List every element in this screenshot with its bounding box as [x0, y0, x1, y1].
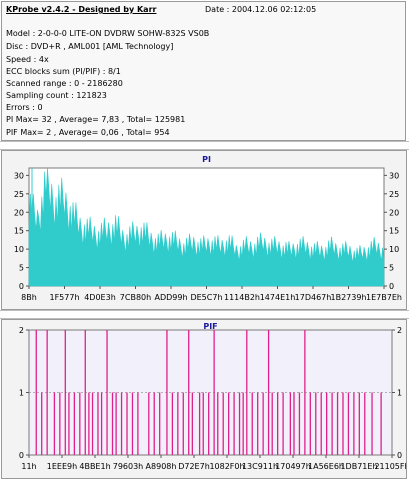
pi-ytick-label-left: 5 — [19, 264, 24, 273]
pif-chart-panel: PIF 0 0 1 1 2 2 11h 1EEE9h 4BBE1h 79603h A8908h D72E… — [1, 319, 409, 479]
pi-xtick-label: 1B2739h — [330, 293, 366, 302]
pif-xtick-label: 1EEE9h — [47, 462, 77, 471]
pif-xtick-label: A8908h — [146, 462, 177, 471]
scan-date: Date : 2004.12.06 02:12:05 — [205, 5, 317, 14]
pi-ytick-label-left: 20 — [14, 208, 24, 217]
pi-series-area — [28, 167, 385, 287]
pi-chart: PI 0 0 5 5 10 10 15 15 20 20 25 25 30 30 8Bh 1F577h 4D0E3… — [14, 155, 402, 302]
separator-top — [0, 141, 409, 150]
info-disc: Disc : DVD+R , AML001 [AML Technology] — [6, 42, 174, 51]
pi-chart-panel: PI 0 0 5 5 10 10 15 15 20 20 25 25 30 30 8Bh 1F577h 4D0E3… — [1, 150, 407, 310]
info-model: Model : 2-0-0-0 LITE-ON DVDRW SOHW-832S … — [6, 29, 210, 38]
info-errors: Errors : 0 — [6, 103, 43, 112]
pi-ytick-label-right: 10 — [389, 245, 399, 254]
info-sampling-count: Sampling count : 121823 — [6, 91, 107, 100]
pi-ytick-label-right: 5 — [389, 264, 394, 273]
info-pif-stats: PIF Max= 2 , Average= 0,06 , Total= 954 — [6, 128, 170, 137]
pif-ytick-label-left: 0 — [19, 451, 24, 460]
pif-xtick-label: 170497h — [275, 462, 311, 471]
pif-ytick-label-right: 0 — [397, 451, 402, 460]
pi-xtick-label: 1114B2h — [224, 293, 260, 302]
pi-ytick-label-right: 25 — [389, 190, 399, 199]
pi-xtick-label: ADD99h — [154, 293, 187, 302]
pi-chart-title: PI — [202, 155, 211, 164]
pi-ytick-label-left: 0 — [19, 282, 24, 291]
pif-xtick-label: 21105Fh — [374, 462, 406, 471]
pi-ytick-label-left: 30 — [14, 171, 24, 180]
pif-xtick-label: 13C911h — [242, 462, 278, 471]
pi-xtick-label: 1F577h — [49, 293, 79, 302]
pi-ytick-label-right: 20 — [389, 208, 399, 217]
pi-xtick-label: DE5C7h — [190, 293, 222, 302]
pif-ytick-label-left: 1 — [19, 389, 24, 398]
pif-xtick-label: D72E7h — [178, 462, 210, 471]
pi-xtick-label: 4D0E3h — [84, 293, 116, 302]
pi-xtick-label: 7CB80h — [120, 293, 151, 302]
pif-chart: PIF 0 0 1 1 2 2 11h 1EEE9h 4BBE1h 79603h A8908h D72E… — [19, 322, 409, 471]
pif-chart-title: PIF — [203, 322, 217, 331]
pif-xtick-label: 4BBE1h — [79, 462, 110, 471]
info-speed: Speed : 4x — [6, 55, 49, 64]
pi-xtick-label: 1474E1h — [260, 293, 296, 302]
pif-xtick-label: 11h — [21, 462, 36, 471]
pif-ytick-label-right: 2 — [397, 326, 402, 335]
pif-xtick-label: 79603h — [113, 462, 144, 471]
pi-xtick-label: 1E7B7Eh — [366, 293, 402, 302]
info-ecc-sum: ECC blocks sum (PI/PIF) : 8/1 — [6, 67, 121, 76]
pif-xtick-label: 1A56E6h — [308, 462, 344, 471]
info-scanned-range: Scanned range : 0 - 2186280 — [6, 79, 123, 88]
info-pi-stats: PI Max= 32 , Average= 7,83 , Total= 1259… — [6, 115, 186, 124]
pi-ytick-label-left: 15 — [14, 227, 24, 236]
pif-ytick-label-left: 2 — [19, 326, 24, 335]
pi-ytick-label-right: 15 — [389, 227, 399, 236]
pi-ytick-label-left: 10 — [14, 245, 24, 254]
app-title: KProbe v2.4.2 - Designed by Karr — [6, 5, 157, 14]
pif-xtick-label: 1DB71Eh — [340, 462, 377, 471]
info-panel: KProbe v2.4.2 - Designed by Karr Date : … — [1, 1, 406, 141]
pif-xtick-label: 1082F0h — [209, 462, 244, 471]
pif-ytick-label-right: 1 — [397, 389, 402, 398]
pi-ytick-label-right: 0 — [389, 282, 394, 291]
separator-middle — [0, 310, 409, 319]
pi-ytick-label-left: 25 — [14, 190, 24, 199]
pi-xtick-label: 17D467h — [295, 293, 332, 302]
pi-xtick-label: 8Bh — [21, 293, 37, 302]
pi-ytick-label-right: 30 — [389, 171, 399, 180]
